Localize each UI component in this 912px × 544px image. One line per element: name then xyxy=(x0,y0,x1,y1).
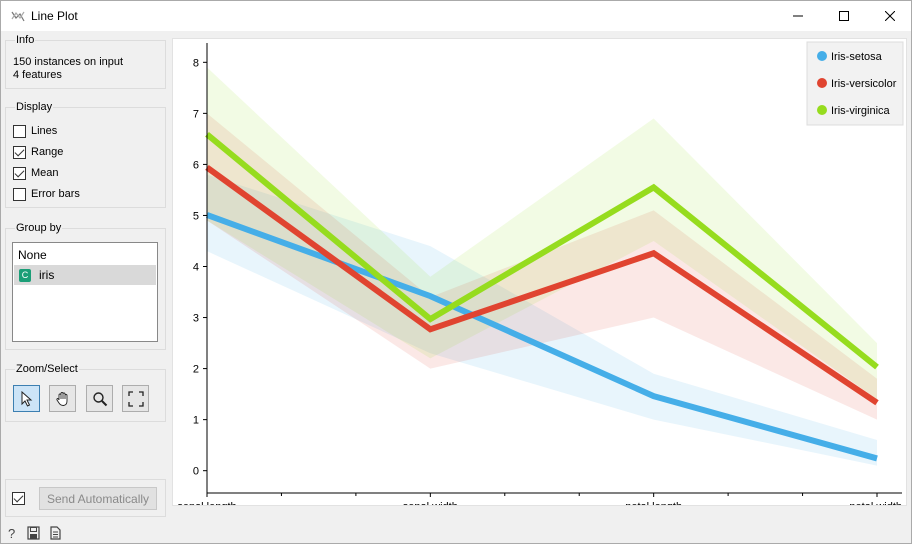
y-tick-label: 0 xyxy=(193,466,199,478)
legend-marker xyxy=(817,51,827,61)
range-band-1 xyxy=(207,113,877,420)
checkbox-box[interactable] xyxy=(13,145,26,159)
mean-line-0 xyxy=(205,212,878,462)
checkbox-box[interactable] xyxy=(13,166,26,180)
svg-text:?: ? xyxy=(8,526,15,540)
zoom-select-title: Zoom/Select xyxy=(15,363,79,375)
mean-checkbox[interactable]: Mean xyxy=(13,165,59,181)
mean-lines xyxy=(205,131,879,462)
window-title: Line Plot xyxy=(31,9,78,23)
y-tick-label: 2 xyxy=(193,364,199,376)
list-item-label: iris xyxy=(39,268,55,282)
display-group: Display Lines Range Mean Error bars xyxy=(5,101,166,208)
x-tick-label: sepal width xyxy=(403,501,458,505)
list-item-label: None xyxy=(18,248,47,262)
title-bar: Line Plot xyxy=(1,1,911,31)
x-tick-label: sepal length xyxy=(177,501,236,505)
zoom-tool-icon xyxy=(92,391,107,406)
y-tick-label: 7 xyxy=(193,108,199,120)
save-icon[interactable] xyxy=(27,526,40,540)
select-tool-button[interactable] xyxy=(13,385,40,412)
info-title: Info xyxy=(15,34,36,46)
display-title: Display xyxy=(15,101,54,113)
legend-marker xyxy=(817,105,827,115)
reset-zoom-button[interactable] xyxy=(122,385,149,412)
range-bands xyxy=(207,67,877,466)
lines-checkbox[interactable]: Lines xyxy=(13,123,57,139)
reset-zoom-icon xyxy=(127,390,144,407)
line-plot-chart[interactable]: 0 1 2 3 4 5 6 7 8 sepal length sepal width petal le… xyxy=(173,39,906,513)
x-tick-label: petal length xyxy=(625,501,682,505)
info-group: Info 150 instances on input 4 features xyxy=(5,34,166,89)
mean-line-2 xyxy=(205,131,879,370)
select-tool-icon xyxy=(21,390,32,407)
legend-label: Iris-setosa xyxy=(831,51,883,63)
instances-count: 150 instances on input xyxy=(13,56,124,68)
list-item-none[interactable]: None xyxy=(14,245,156,265)
auto-send-checkbox[interactable] xyxy=(12,492,25,505)
legend-label: Iris-versicolor xyxy=(831,78,897,90)
plot-area[interactable]: 0 1 2 3 4 5 6 7 8 sepal length sepal width petal le… xyxy=(172,38,907,513)
x-tick-label: petal width xyxy=(849,501,902,505)
pan-tool-icon xyxy=(55,391,67,406)
group-by-title: Group by xyxy=(15,222,63,234)
list-item-iris[interactable]: C iris xyxy=(14,265,156,285)
legend: Iris-setosa Iris-versicolor Iris-virginica xyxy=(806,41,904,126)
checkbox-label: Mean xyxy=(31,167,59,179)
group-by-list[interactable]: None C iris xyxy=(12,242,158,342)
y-tick-label: 4 xyxy=(193,262,199,274)
legend-marker xyxy=(817,78,827,88)
line-plot-app-icon xyxy=(11,11,25,22)
checkbox-box[interactable] xyxy=(13,124,26,138)
group-by-group: Group by None C iris xyxy=(5,222,166,350)
minimize-button[interactable] xyxy=(775,1,821,31)
maximize-button[interactable] xyxy=(821,1,867,31)
checkbox-label: Error bars xyxy=(31,188,80,200)
pan-tool-button[interactable] xyxy=(49,385,76,412)
minimize-icon xyxy=(793,15,803,17)
categorical-icon: C xyxy=(19,268,31,282)
y-tick-label: 5 xyxy=(193,210,199,222)
error-bars-checkbox[interactable]: Error bars xyxy=(13,186,80,202)
y-tick-label: 8 xyxy=(193,57,199,69)
checkbox-label: Range xyxy=(31,146,64,158)
mean-line-1 xyxy=(205,165,879,406)
send-automatically-button[interactable]: Send Automatically xyxy=(39,487,157,510)
zoom-tool-button[interactable] xyxy=(86,385,113,412)
y-tick-label: 3 xyxy=(193,313,199,325)
legend-label: Iris-virginica xyxy=(831,105,891,117)
range-checkbox[interactable]: Range xyxy=(13,144,63,160)
y-tick-label: 1 xyxy=(193,415,199,427)
range-band-0 xyxy=(207,174,877,466)
checkbox-label: Lines xyxy=(31,125,58,137)
close-button[interactable] xyxy=(867,1,912,31)
features-count: 4 features xyxy=(13,69,62,81)
checkbox-box[interactable] xyxy=(13,187,26,201)
range-band-2 xyxy=(207,67,877,400)
close-icon xyxy=(885,11,895,21)
y-tick-label: 6 xyxy=(193,159,199,171)
report-icon[interactable] xyxy=(49,526,62,540)
maximize-icon xyxy=(839,11,849,21)
help-icon[interactable]: ? xyxy=(6,526,19,540)
